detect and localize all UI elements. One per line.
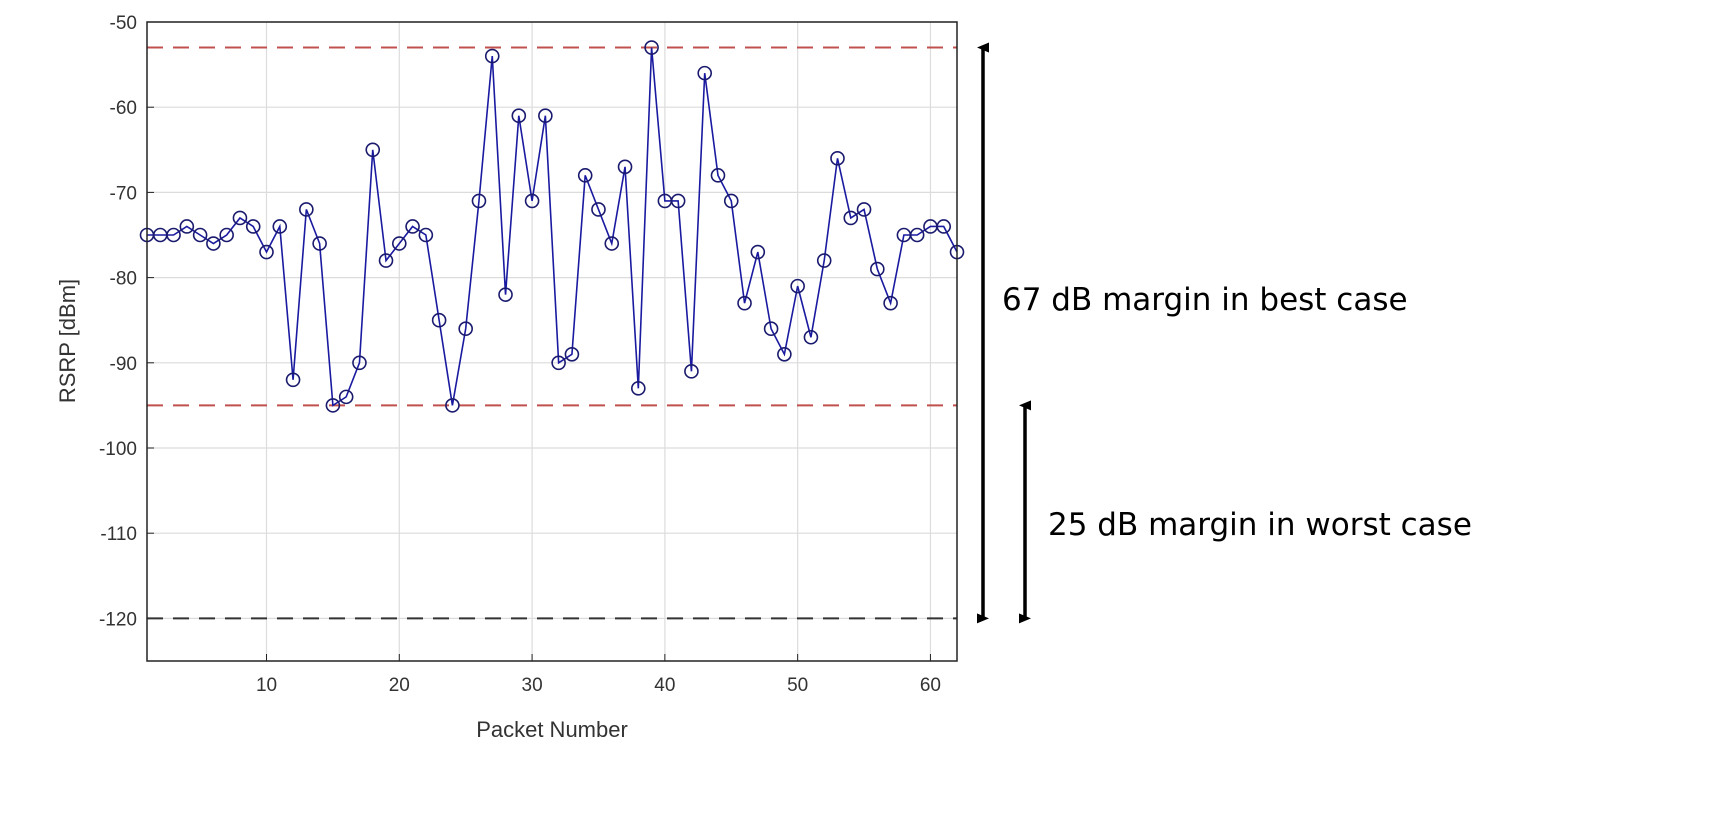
x-tick-label: 20 bbox=[389, 675, 410, 696]
data-point bbox=[830, 151, 845, 166]
data-point bbox=[206, 236, 221, 251]
x-tick-label: 50 bbox=[787, 675, 808, 696]
x-tick-labels: 10 20 30 40 50 60 bbox=[256, 675, 941, 696]
data-point bbox=[750, 244, 766, 260]
data-point bbox=[856, 202, 872, 217]
data-point bbox=[219, 227, 234, 243]
series bbox=[139, 40, 965, 413]
data-point bbox=[458, 321, 473, 337]
y-tick-label: -60 bbox=[110, 98, 137, 119]
data-point bbox=[843, 210, 859, 226]
y-tick-label: -70 bbox=[110, 183, 137, 204]
data-point bbox=[511, 108, 527, 124]
x-tick-label: 10 bbox=[256, 675, 277, 696]
x-tick-label: 40 bbox=[654, 675, 675, 696]
data-point bbox=[763, 321, 779, 337]
data-point bbox=[684, 364, 699, 379]
data-point bbox=[179, 219, 195, 234]
data-point bbox=[577, 168, 593, 183]
y-axis-label: RSRP [dBm] bbox=[55, 279, 80, 403]
data-point bbox=[644, 40, 659, 55]
data-point bbox=[245, 219, 261, 234]
reference-lines bbox=[147, 46, 957, 620]
data-point bbox=[484, 48, 500, 64]
data-point bbox=[498, 287, 513, 302]
data-point bbox=[431, 312, 447, 328]
data-point bbox=[723, 193, 739, 209]
data-point bbox=[737, 295, 752, 311]
data-point bbox=[790, 278, 805, 294]
data-point bbox=[617, 159, 633, 175]
data-point bbox=[710, 168, 726, 183]
y-tick-label: -50 bbox=[110, 13, 137, 34]
y-tick-label: -100 bbox=[99, 439, 137, 460]
data-point bbox=[365, 142, 381, 158]
data-point bbox=[697, 65, 713, 81]
data-point bbox=[259, 244, 274, 260]
data-point bbox=[591, 202, 606, 217]
data-point bbox=[604, 236, 620, 251]
annotation-label: 25 dB margin in worst case bbox=[1048, 507, 1472, 543]
data-point bbox=[391, 236, 407, 251]
data-point bbox=[936, 219, 952, 234]
data-point bbox=[418, 227, 434, 243]
data-point bbox=[338, 389, 354, 405]
data-point bbox=[405, 219, 420, 234]
data-point bbox=[883, 295, 898, 311]
data-point bbox=[232, 210, 248, 226]
data-point bbox=[166, 227, 181, 243]
y-tick-label: -80 bbox=[110, 269, 137, 290]
data-point bbox=[272, 219, 288, 234]
data-point bbox=[538, 108, 553, 124]
x-tick-label: 30 bbox=[522, 675, 543, 696]
data-point bbox=[816, 253, 832, 268]
data-point bbox=[524, 193, 540, 209]
x-axis-label: Packet Number bbox=[476, 717, 628, 742]
annotations: 67 dB margin in best case 25 dB margin in… bbox=[977, 42, 1472, 624]
y-tick-label: -90 bbox=[110, 354, 137, 375]
plot-frame bbox=[146, 21, 958, 662]
data-point bbox=[378, 253, 394, 268]
data-point bbox=[352, 355, 367, 371]
data-point bbox=[670, 193, 686, 209]
data-point bbox=[445, 398, 460, 413]
annotation-label: 67 dB margin in best case bbox=[1002, 282, 1408, 318]
data-point bbox=[471, 193, 487, 209]
series-line bbox=[147, 47, 958, 407]
data-point bbox=[299, 202, 314, 217]
x-tick-label: 60 bbox=[920, 675, 941, 696]
data-point bbox=[777, 346, 792, 362]
data-point bbox=[285, 372, 301, 388]
data-point bbox=[909, 227, 925, 243]
data-point bbox=[803, 329, 819, 345]
data-point bbox=[551, 355, 566, 371]
data-point bbox=[870, 261, 885, 277]
data-point bbox=[192, 227, 208, 243]
data-point bbox=[312, 236, 327, 251]
data-point bbox=[631, 381, 646, 396]
y-tick-label: -110 bbox=[100, 524, 137, 545]
y-tick-labels: -50 -60 -70 -80 -90 -100 -110 -120 bbox=[99, 13, 137, 630]
data-point bbox=[564, 346, 580, 362]
data-point bbox=[325, 398, 341, 413]
y-tick-label: -120 bbox=[99, 609, 137, 630]
